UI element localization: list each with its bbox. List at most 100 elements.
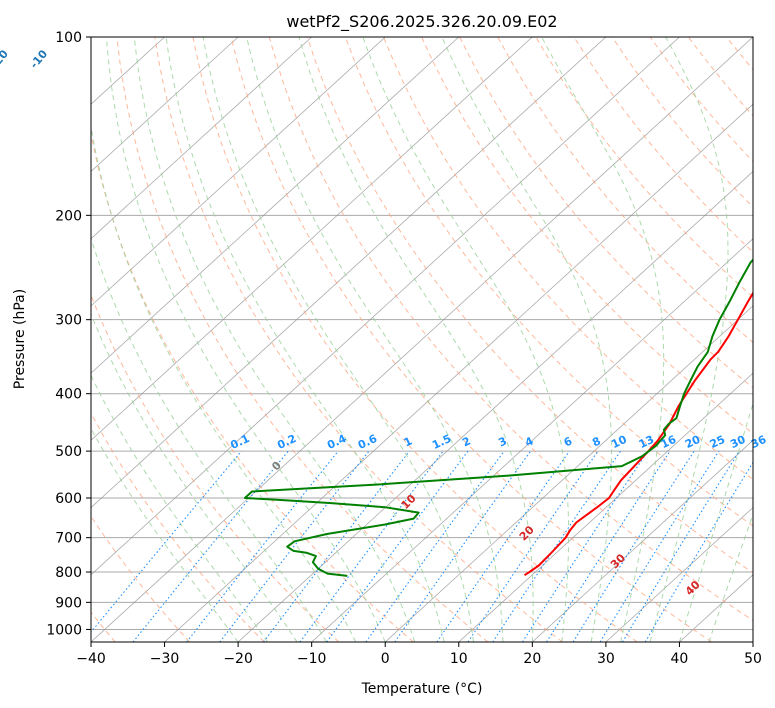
isotherm-line <box>237 170 753 642</box>
y-tick-label: 300 <box>55 313 82 329</box>
dry-adiabat-line <box>268 37 753 622</box>
mixing-ratio-line <box>263 450 410 642</box>
dry-adiabat-line <box>535 37 753 298</box>
moist-adiabat-line <box>91 312 298 642</box>
moist-adiabat-line <box>91 236 327 642</box>
x-tick-label: 40 <box>671 651 689 667</box>
mixing-ratio-line <box>365 450 505 642</box>
dry-adiabat-line <box>154 37 563 642</box>
mixing-ratio-label: 20 <box>683 433 703 451</box>
mixing-ratio-label: 36 <box>749 433 769 451</box>
y-axis: 100 200 300 400 500 600 700 800 900 1000 <box>46 30 91 638</box>
dry-adiabat-line <box>192 37 638 642</box>
isotherm-line <box>91 37 753 642</box>
mixing-ratio-line <box>599 450 720 642</box>
plot-frame <box>90 36 754 643</box>
dry-adiabat-label: -20 <box>0 47 11 71</box>
x-axis-label: Temperature (°C) <box>361 681 483 697</box>
dry-adiabat-line <box>459 37 753 389</box>
y-tick-label: 500 <box>55 444 82 460</box>
y-tick-label: 600 <box>55 491 82 507</box>
dry-adiabat-line <box>726 37 753 71</box>
dry-adiabat-line <box>497 37 753 344</box>
line-labels: 0.10.20.40.611.52346810131620253036-100-… <box>0 47 769 598</box>
moist-adiabat-line <box>362 37 570 642</box>
dry-adiabat-line <box>344 37 753 527</box>
isotherm-line <box>91 37 239 172</box>
mixing-ratio-line <box>622 450 740 642</box>
mixing-ratio-label: 16 <box>659 433 679 451</box>
dry-adiabat-line <box>306 37 753 574</box>
moist-adiabat-line <box>246 37 504 642</box>
y-tick-label: 900 <box>55 595 82 611</box>
isotherm-line <box>164 103 753 642</box>
mixing-ratio-line <box>219 450 370 642</box>
mixing-ratio-line <box>546 450 671 642</box>
moist-adiabat-label: 20 <box>517 523 537 543</box>
y-tick-label: 200 <box>55 208 82 224</box>
mixing-ratio-line <box>436 450 570 642</box>
dry-adiabat-line <box>91 412 265 642</box>
x-tick-label: 0 <box>381 651 390 667</box>
y-tick-label: 700 <box>55 531 82 547</box>
moist-adiabat-line <box>91 374 268 642</box>
y-tick-label: 800 <box>55 565 82 581</box>
isotherm-line <box>458 372 753 642</box>
isotherm-line <box>605 507 753 642</box>
y-tick-label: 400 <box>55 387 82 403</box>
isotherm-line <box>91 37 607 509</box>
mixing-ratio-line <box>91 450 242 633</box>
isotherm-line <box>91 37 312 240</box>
mixing-ratio-line <box>132 450 289 642</box>
dry-adiabat-label: -10 <box>27 47 50 71</box>
mixing-ratio-line <box>492 450 622 642</box>
mixing-ratio-label: 25 <box>708 433 727 451</box>
x-axis: −40 −30 −20 −10 0 10 20 30 40 50 <box>76 642 762 667</box>
mixing-ratio-line <box>572 450 695 642</box>
dry-adiabat-line <box>649 37 753 163</box>
moist-adiabat-line <box>441 37 612 642</box>
mixing-ratio-line <box>394 450 532 642</box>
mixing-ratio-label: 0.4 <box>325 432 348 452</box>
mixing-ratio-line <box>299 450 444 642</box>
dry-adiabat-line <box>91 515 191 642</box>
x-tick-label: −20 <box>223 651 253 667</box>
x-tick-label: −10 <box>297 651 327 667</box>
isotherm-line <box>91 37 460 374</box>
isotherm-line <box>752 641 753 642</box>
dry-adiabat-line <box>91 131 414 642</box>
x-tick-label: 10 <box>450 651 468 667</box>
dry-adiabat-line <box>611 37 753 208</box>
y-tick-label: 1000 <box>46 622 82 638</box>
mixing-ratio-line <box>522 450 649 642</box>
moist-adiabat-line <box>165 37 445 642</box>
mixing-ratio-label: 30 <box>728 433 748 451</box>
mixing-ratio-label: 10 <box>609 433 629 451</box>
moist-adiabat-line <box>106 37 386 642</box>
x-tick-label: −40 <box>76 651 106 667</box>
moist-adiabat-line <box>298 37 534 642</box>
isotherm-line <box>91 37 386 307</box>
dry-adiabat-line <box>687 37 753 117</box>
dewpoint-line <box>243 258 753 577</box>
x-tick-label: 30 <box>597 651 615 667</box>
background-lines <box>91 37 753 642</box>
mixing-ratio-label: 0.1 <box>228 432 251 452</box>
isotherm-line <box>311 238 753 642</box>
moist-adiabat-line <box>678 401 753 642</box>
moist-adiabat-line <box>649 37 729 642</box>
dry-adiabat-line <box>91 293 340 642</box>
mixing-ratio-label: 13 <box>637 433 656 451</box>
y-axis-label: Pressure (hPa) <box>12 289 28 389</box>
moist-adiabat-label: 30 <box>608 551 628 571</box>
y-tick-label: 100 <box>55 30 82 46</box>
mixing-ratio-line <box>186 450 339 642</box>
chart-title: wetPf2_S206.2025.326.20.09.E02 <box>286 12 557 32</box>
moist-adiabat-line <box>91 123 357 642</box>
isotherm-line <box>91 37 680 576</box>
mixing-ratio-label: 1 <box>402 434 414 449</box>
sounding-profiles <box>243 258 753 577</box>
moist-adiabat-line <box>91 427 239 642</box>
isotherm-line <box>91 37 533 441</box>
